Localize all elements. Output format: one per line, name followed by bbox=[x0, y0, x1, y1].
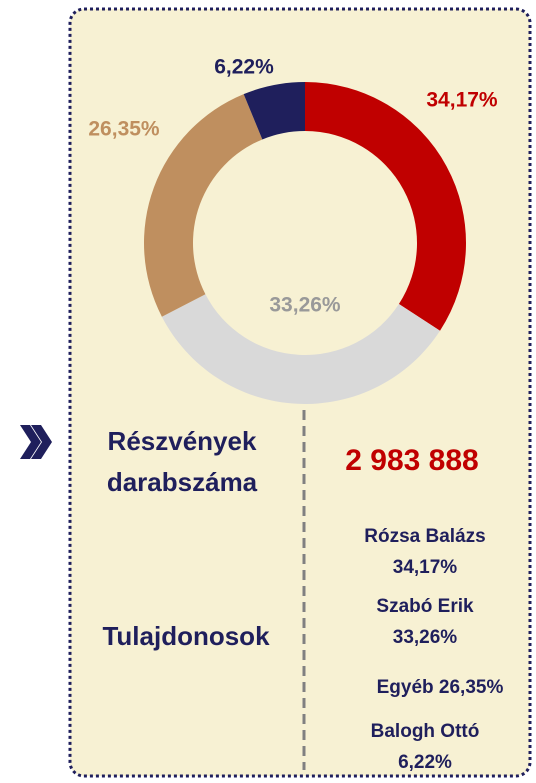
shares-label: Részvények bbox=[108, 426, 257, 456]
shares-value: 2 983 888 bbox=[345, 444, 478, 477]
owner-name: Egyéb bbox=[377, 677, 434, 698]
owner-share: 34,17% bbox=[393, 557, 458, 578]
owners-label: Tulajdonosok bbox=[102, 621, 270, 651]
owner-share: 33,26% bbox=[393, 627, 458, 648]
slice-label: 33,26% bbox=[269, 294, 341, 317]
owner-share: 6,22% bbox=[398, 752, 452, 773]
owner-name: Szabó Erik bbox=[376, 596, 474, 617]
owner-name: Rózsa Balázs bbox=[364, 526, 485, 547]
donut-slice bbox=[161, 294, 441, 404]
slice-label: 34,17% bbox=[426, 89, 498, 112]
owner-name: Balogh Ottó bbox=[371, 721, 480, 742]
chevron bbox=[20, 425, 52, 459]
slice-label: 6,22% bbox=[214, 56, 274, 79]
owner-entry: Egyéb 26,35% bbox=[377, 677, 504, 698]
owner-share: 26,35% bbox=[439, 677, 504, 698]
shares-label: darabszáma bbox=[107, 467, 258, 497]
donut-slice bbox=[305, 82, 466, 331]
slice-label: 26,35% bbox=[88, 118, 160, 141]
donut-slice bbox=[144, 94, 263, 317]
donut-slice bbox=[243, 82, 305, 140]
